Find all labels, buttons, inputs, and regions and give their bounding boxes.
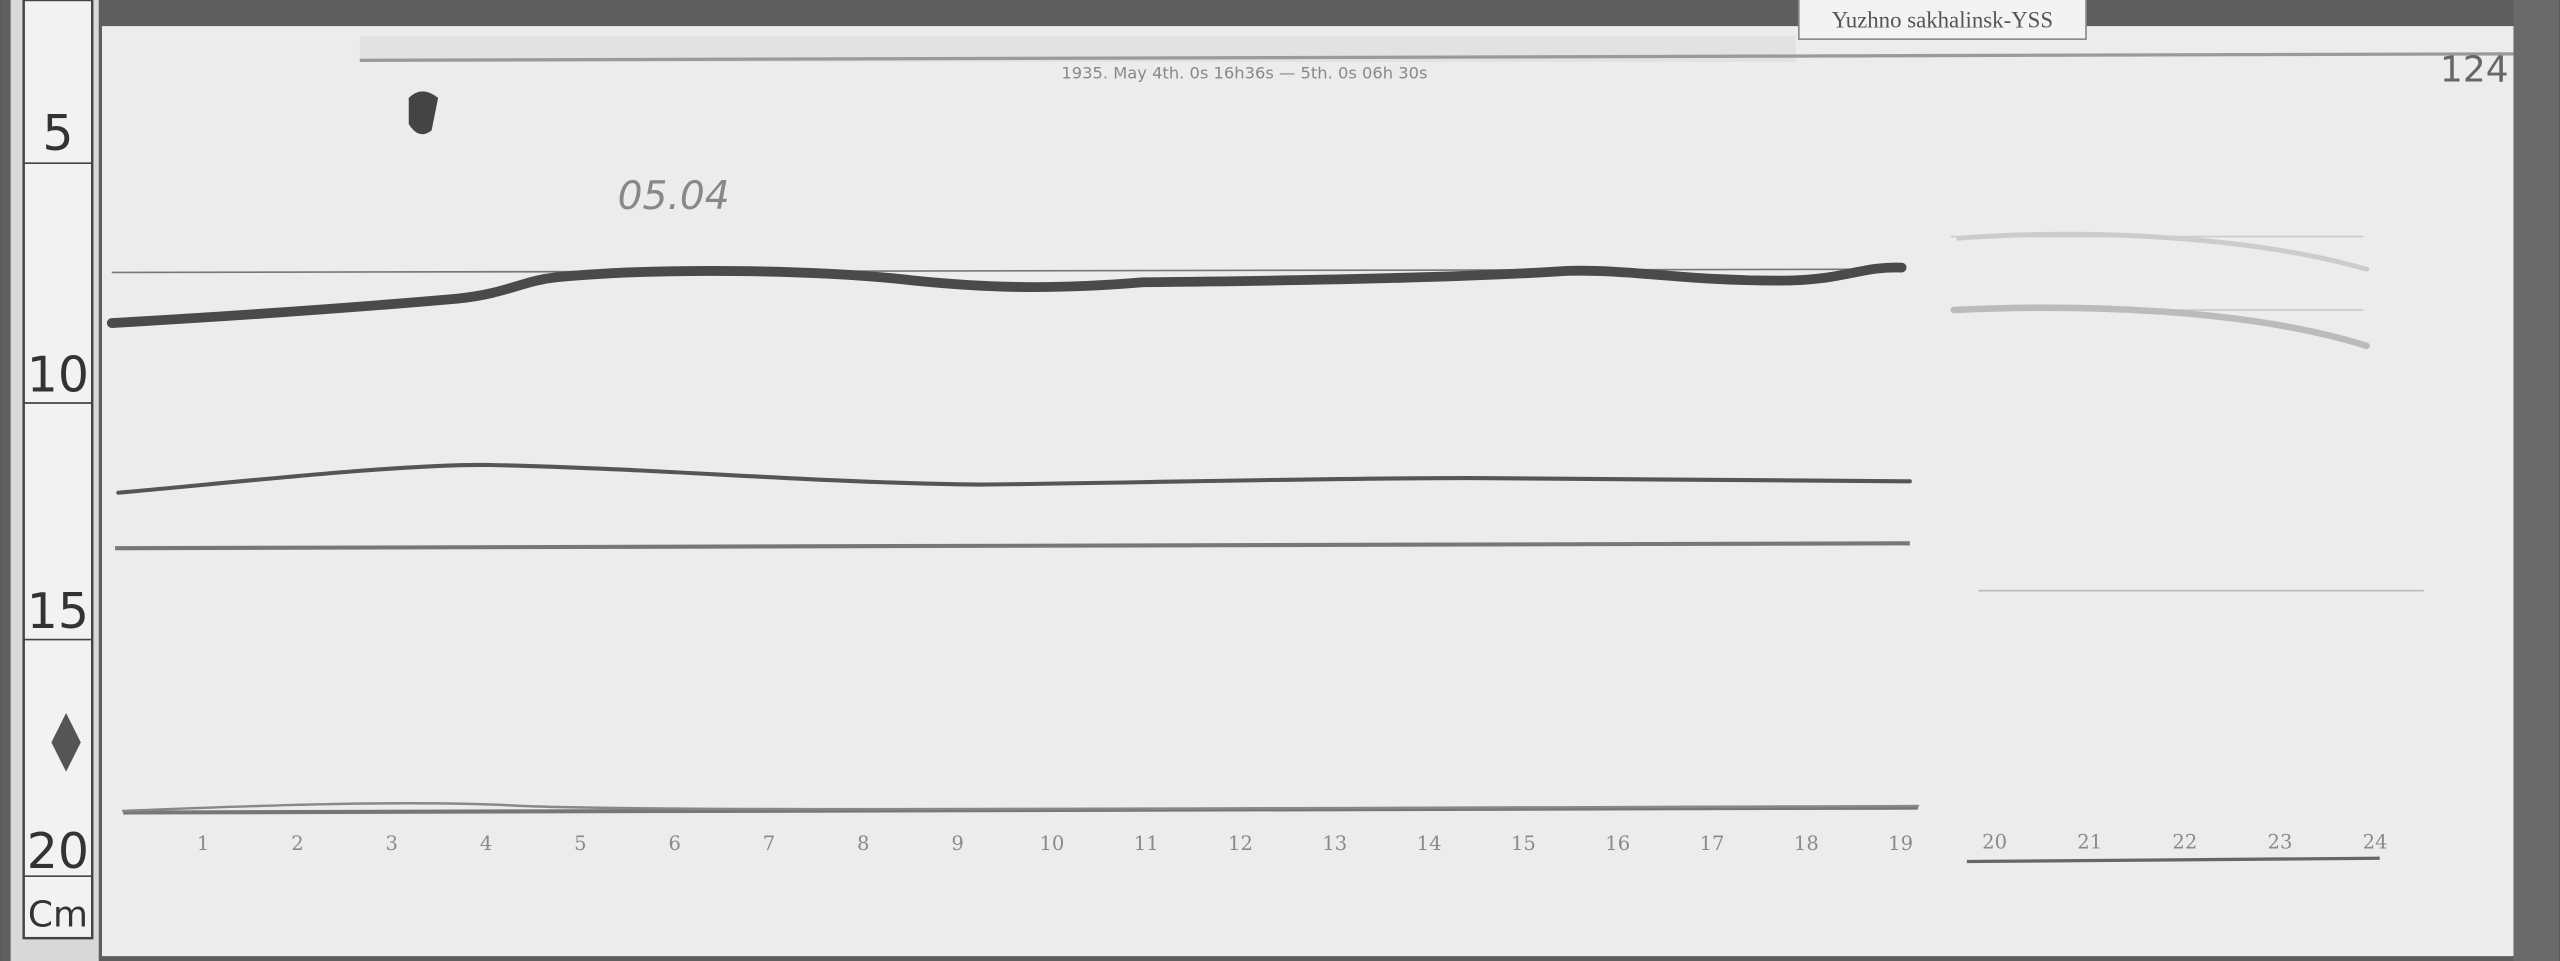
hour-mark-23: 23 [2268, 830, 2293, 853]
ruler-mark-15: 15 [27, 583, 89, 640]
station-label-text: Yuzhno sakhalinsk-YSS [1832, 8, 2053, 33]
trace-right-2 [1950, 304, 2370, 350]
hour-mark-13: 13 [1322, 832, 1347, 855]
trace-right-1 [1956, 231, 2370, 272]
ruler-mark-5: 5 [42, 105, 73, 162]
record-title: 1935. May 4th. 0s 16h36s — 5th. 0s 06h 3… [1061, 63, 1427, 82]
trace-horizontal [116, 462, 1912, 495]
hour-mark-22: 22 [2172, 830, 2197, 853]
hour-mark-18: 18 [1794, 832, 1819, 855]
hour-mark-19: 19 [1888, 832, 1913, 855]
hour-mark-5: 5 [574, 832, 586, 855]
ruler-mark-10: 10 [27, 347, 89, 404]
hour-mark-6: 6 [668, 832, 680, 855]
hour-mark-11: 11 [1134, 832, 1159, 855]
hour-mark-4: 4 [480, 832, 492, 855]
date-stamp: 05.04 [618, 174, 730, 219]
hour-mark-16: 16 [1605, 832, 1630, 855]
hour-mark-8: 8 [857, 832, 869, 855]
ruler-unit: Cm [28, 895, 88, 936]
hour-mark-7: 7 [763, 832, 775, 855]
hour-mark-20: 20 [1982, 830, 2007, 853]
hour-mark-10: 10 [1039, 832, 1064, 855]
trace-vertical [121, 802, 1920, 813]
hour-mark-12: 12 [1228, 832, 1253, 855]
hour-mark-3: 3 [386, 832, 398, 855]
hour-mark-14: 14 [1417, 832, 1442, 855]
hour-mark-15: 15 [1511, 832, 1536, 855]
trace-declination [106, 262, 1907, 328]
hour-mark-9: 9 [951, 832, 963, 855]
ruler-mark-20: 20 [27, 823, 89, 880]
station-label: Yuzhno sakhalinsk-YSS [1798, 0, 2087, 40]
ink-blot [408, 91, 439, 135]
paper-sheet [102, 26, 2514, 957]
hour-mark-21: 21 [2077, 830, 2102, 853]
hour-mark-24: 24 [2363, 830, 2388, 853]
hour-mark-2: 2 [291, 832, 303, 855]
traces [106, 231, 2370, 813]
ruler: 5 10 15 20 Cm [10, 0, 99, 961]
hour-mark-1: 1 [197, 832, 209, 855]
hour-mark-17: 17 [1700, 832, 1725, 855]
hour-marks: 1 2 3 4 5 6 7 8 9 10 11 12 13 14 15 16 17 18 19 20 21 22 23 24 [197, 830, 2388, 855]
sheet-number: 124 [2440, 50, 2508, 91]
